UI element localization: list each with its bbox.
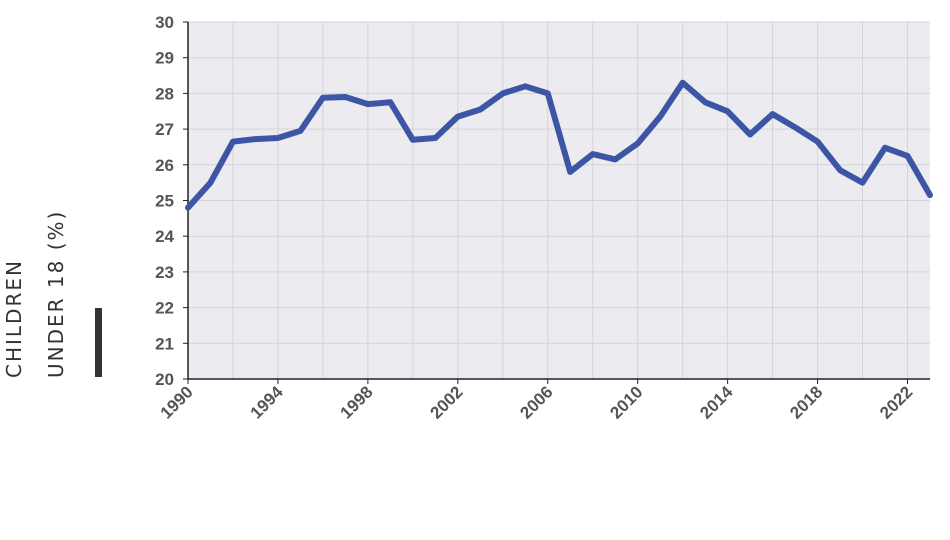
x-tick-label: 2006 (516, 382, 556, 422)
y-tick-label: 23 (155, 263, 174, 282)
y-tick-label: 29 (155, 49, 174, 68)
y-tick-label: 26 (155, 156, 174, 175)
y-tick-label: 27 (155, 120, 174, 139)
x-tick-label: 1998 (337, 382, 377, 422)
x-tick-label: 2014 (696, 382, 737, 423)
y-axis-ticks: 20 21 22 23 24 25 26 27 28 29 30 (155, 13, 188, 389)
y-tick-label: 28 (155, 84, 174, 103)
x-axis-ticks: 1990 1994 1998 2002 2006 2010 2014 2018 2022 (157, 379, 916, 423)
y-tick-label: 21 (155, 334, 174, 353)
y-tick-label: 22 (155, 299, 174, 318)
y-tick-label: 20 (155, 370, 174, 389)
y-tick-label: 25 (155, 192, 174, 211)
x-tick-label: 2018 (786, 382, 826, 422)
y-axis-label-line-1: CHILDREN (2, 259, 26, 378)
y-axis-label: CHILDREN UNDER 18 (%) (2, 210, 68, 378)
y-tick-label: 24 (155, 227, 174, 246)
x-tick-label: 2010 (606, 382, 646, 422)
y-axis-label-bar (95, 308, 102, 377)
series-line (185, 79, 933, 211)
y-axis-label-line-2: UNDER 18 (%) (44, 210, 68, 378)
y-tick-label: 30 (155, 13, 174, 32)
x-tick-label: 2022 (876, 382, 916, 422)
series (185, 79, 933, 211)
x-tick-label: 2002 (426, 382, 466, 422)
grid-lines (187, 21, 930, 380)
x-tick-label: 1994 (247, 382, 288, 423)
